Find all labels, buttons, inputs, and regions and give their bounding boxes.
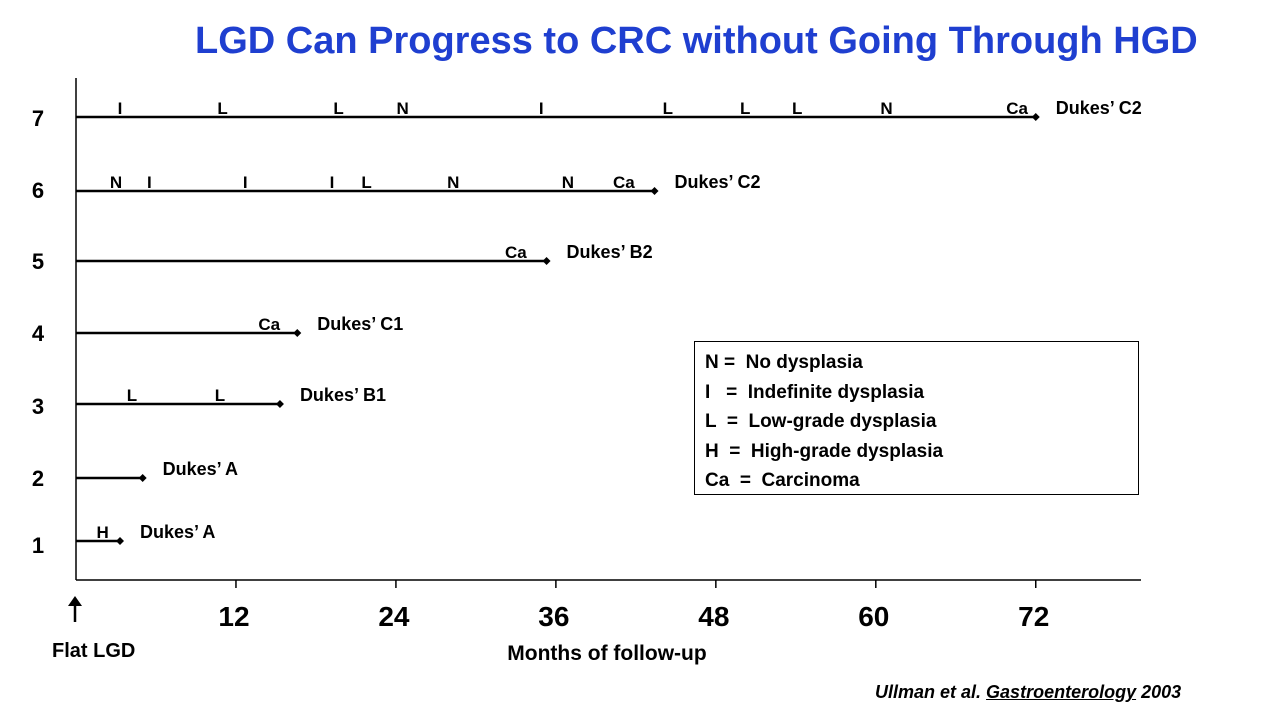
citation-authors: Ullman et al.	[875, 682, 982, 702]
patient-endpoint-7	[1031, 113, 1040, 121]
finding-6-6: N	[447, 173, 459, 192]
finding-3-1: L	[127, 386, 137, 405]
x-tick-label-36: 36	[538, 601, 569, 632]
patient-endpoint-3	[275, 400, 284, 408]
row-label-2: 2	[32, 466, 44, 491]
finding-6-8: Ca	[613, 173, 635, 192]
legend-item-high-grade-dysplasia: H = High-grade dysplasia	[705, 440, 944, 462]
finding-7-4: N	[396, 99, 408, 118]
x-tick-label-48: 48	[698, 601, 729, 632]
legend-box: N = No dysplasia I = Indefinite dysplasi…	[694, 341, 1139, 495]
legend-item-indefinite-dysplasia: I = Indefinite dysplasia	[705, 381, 925, 403]
legend-item-no-dysplasia: N = No dysplasia	[705, 352, 863, 373]
row-label-3: 3	[32, 394, 44, 419]
finding-5-1: Ca	[505, 243, 527, 262]
citation-year: 2003	[1141, 682, 1182, 702]
x-axis-label: Months of follow-up	[507, 642, 706, 665]
finding-7-8: L	[792, 99, 802, 118]
outcome-4: Dukes’ C1	[317, 314, 403, 334]
outcome-5: Dukes’ B2	[567, 242, 653, 262]
patient-endpoint-5	[542, 257, 551, 265]
row-label-5: 5	[32, 249, 44, 274]
finding-4-1: Ca	[258, 315, 280, 334]
citation-journal: Gastroenterology	[986, 682, 1137, 702]
outcome-3: Dukes’ B1	[300, 385, 386, 405]
finding-6-2: I	[147, 173, 152, 192]
row-label-1: 1	[32, 533, 44, 558]
finding-7-6: L	[663, 99, 673, 118]
x-tick-label-12: 12	[218, 601, 249, 632]
finding-6-3: I	[243, 173, 248, 192]
finding-7-3: L	[333, 99, 343, 118]
finding-7-1: I	[118, 99, 123, 118]
origin-arrow-head	[68, 596, 82, 606]
finding-6-4: I	[330, 173, 335, 192]
finding-7-7: L	[740, 99, 750, 118]
patient-endpoint-4	[293, 329, 302, 337]
citation: Ullman et al. Gastroenterology 2003	[875, 682, 1181, 703]
patient-endpoint-1	[115, 537, 124, 545]
finding-6-5: L	[361, 173, 371, 192]
finding-3-2: L	[215, 386, 225, 405]
x-tick-label-60: 60	[858, 601, 889, 632]
outcome-6: Dukes’ C2	[675, 172, 761, 192]
row-label-6: 6	[32, 178, 44, 203]
finding-7-9: N	[880, 99, 892, 118]
legend-item-carcinoma: Ca = Carcinoma	[705, 470, 860, 491]
finding-7-2: L	[217, 99, 227, 118]
x-tick-label-24: 24	[378, 601, 410, 632]
patient-endpoint-6	[650, 187, 659, 195]
patient-endpoint-2	[138, 474, 147, 482]
chart-title: LGD Can Progress to CRC without Going Th…	[195, 20, 1198, 62]
row-label-4: 4	[32, 321, 45, 346]
x-tick-label-72: 72	[1018, 601, 1049, 632]
finding-7-10: Ca	[1006, 99, 1028, 118]
finding-6-7: N	[562, 173, 574, 192]
finding-7-5: I	[539, 99, 544, 118]
finding-6-1: N	[110, 173, 122, 192]
outcome-1: Dukes’ A	[140, 522, 215, 542]
outcome-2: Dukes’ A	[163, 459, 238, 479]
origin-label: Flat LGD	[52, 640, 135, 662]
row-label-7: 7	[32, 106, 44, 131]
outcome-7: Dukes’ C2	[1056, 98, 1142, 118]
finding-1-1: H	[97, 523, 109, 542]
legend-item-low-grade-dysplasia: L = Low-grade dysplasia	[705, 411, 937, 432]
